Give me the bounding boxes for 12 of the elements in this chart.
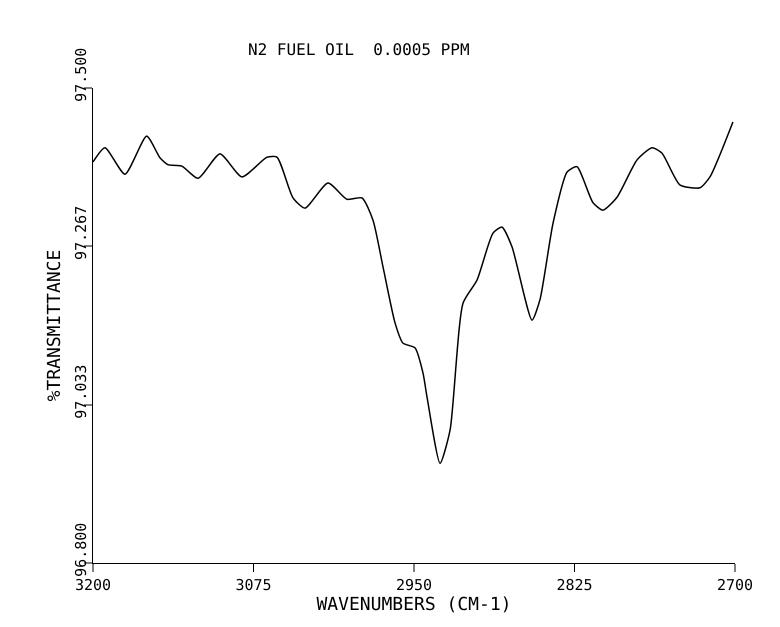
y-tick-label: 97.267 [72, 206, 90, 260]
x-tick-label: 2950 [396, 576, 432, 594]
x-tick-label: 2700 [716, 576, 754, 594]
y-tick-label: 97.033 [72, 364, 90, 419]
x-tick-label: 3075 [235, 576, 272, 594]
y-axis-title: %TRANSMITTANCE [44, 250, 66, 402]
x-tick-label: 3200 [74, 576, 112, 594]
x-tick-label: 2825 [556, 576, 593, 594]
x-axis-title: WAVENUMBERS (CM-1) [316, 594, 512, 616]
y-tick-label: 96.800 [72, 522, 90, 577]
y-tick-label: 97.500 [72, 48, 90, 102]
chart-title: N2 FUEL OIL 0.0005 PPM [248, 40, 470, 60]
